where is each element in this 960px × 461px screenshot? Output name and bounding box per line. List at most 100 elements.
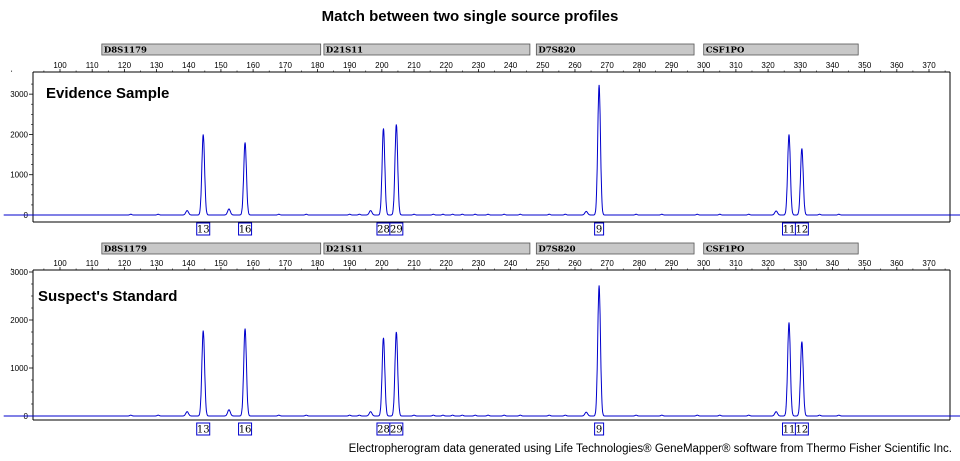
- locus-bar: [535, 242, 695, 255]
- allele-box: [389, 422, 404, 436]
- trace-line: [3, 84, 960, 216]
- x-tick-label: 360: [890, 259, 904, 268]
- locus-bar: [535, 43, 695, 56]
- x-tick-label: 290: [665, 259, 679, 268]
- allele-label: 9: [596, 225, 602, 236]
- allele-label: 29: [390, 225, 403, 236]
- allele-box: [238, 422, 253, 436]
- x-tick-label: 180: [311, 61, 325, 70]
- x-tick-label: 130: [150, 61, 164, 70]
- allele-label: 28: [377, 225, 390, 236]
- y-tick-label: 3000: [10, 268, 28, 277]
- allele-label: 16: [239, 225, 252, 236]
- x-tick-label: 160: [246, 61, 260, 70]
- x-tick-label: 230: [472, 61, 486, 70]
- y-tick-label: 3000: [10, 90, 28, 99]
- x-tick-label: 120: [118, 259, 132, 268]
- allele-box: [389, 222, 404, 236]
- locus-label: CSF1PO: [706, 245, 745, 255]
- chart-title: Match between two single source profiles: [321, 8, 619, 25]
- allele-label: 11: [783, 225, 796, 236]
- y-tick-label: 1000: [10, 171, 28, 180]
- x-tick-label: 150: [214, 61, 228, 70]
- locus-bar: [101, 43, 322, 56]
- x-tick-label: 370: [922, 259, 936, 268]
- x-tick-label: 170: [279, 61, 293, 70]
- x-tick-label: 300: [697, 61, 711, 70]
- x-tick-label: 280: [633, 61, 647, 70]
- x-tick-label: 210: [407, 61, 421, 70]
- allele-box: [594, 222, 605, 236]
- footer-credit: Electropherogram data generated using Li…: [348, 443, 952, 455]
- x-tick-label: 190: [343, 259, 357, 268]
- x-tick-label: 160: [246, 259, 260, 268]
- x-tick-label: 350: [858, 259, 872, 268]
- x-tick-label: 100: [53, 61, 67, 70]
- locus-bar: [323, 43, 531, 56]
- x-tick-label: 200: [375, 61, 389, 70]
- x-tick-label: 270: [600, 259, 614, 268]
- x-tick-label: 110: [86, 259, 99, 268]
- x-tick-label: 290: [665, 61, 679, 70]
- x-tick-label: 140: [182, 61, 196, 70]
- x-tick-label: 280: [633, 259, 647, 268]
- x-tick-label: 120: [118, 61, 132, 70]
- x-tick-label: 260: [568, 259, 582, 268]
- x-tick-label: 320: [761, 259, 775, 268]
- x-tick-label: 130: [150, 259, 164, 268]
- locus-label: D8S1179: [104, 245, 147, 255]
- allele-label: 12: [796, 225, 809, 236]
- locus-bar: [101, 242, 322, 255]
- allele-box: [794, 222, 809, 236]
- x-tick-label: 170: [279, 259, 293, 268]
- x-tick-label: 250: [536, 61, 550, 70]
- x-tick-label: 310: [729, 61, 743, 70]
- x-tick-label: 350: [858, 61, 872, 70]
- x-tick-label: 320: [761, 61, 775, 70]
- x-tick-label: 150: [214, 259, 228, 268]
- x-tick-label: 200: [375, 259, 389, 268]
- x-tick-label: 140: [182, 259, 196, 268]
- allele-label: 9: [596, 425, 602, 436]
- allele-box: [794, 422, 809, 436]
- locus-bar: [703, 242, 859, 255]
- y-tick-label: 2000: [10, 130, 28, 139]
- allele-label: 16: [239, 425, 252, 436]
- locus-bar: [703, 43, 859, 56]
- x-tick-label: 180: [311, 259, 325, 268]
- x-tick-label: 110: [86, 61, 99, 70]
- trace-line: [3, 285, 960, 417]
- allele-box: [238, 222, 253, 236]
- x-tick-label: 330: [794, 61, 808, 70]
- locus-label: D7S820: [538, 46, 575, 56]
- x-tick-label: 310: [729, 259, 743, 268]
- allele-label: 13: [197, 225, 210, 236]
- x-tick-label: 360: [890, 61, 904, 70]
- x-tick-label: 230: [472, 259, 486, 268]
- chart-panel-1: D8S1179 D21S11 D7S820 CSF1PO 100 110 120 130 140…: [3, 43, 960, 236]
- allele-label: 29: [390, 425, 403, 436]
- allele-box: [196, 422, 211, 436]
- x-tick-label: 210: [407, 259, 421, 268]
- panel-label: Suspect's Standard: [38, 288, 177, 305]
- allele-label: 13: [197, 425, 210, 436]
- y-tick-label: 1000: [10, 364, 28, 373]
- x-tick-label: 190: [343, 61, 357, 70]
- y-tick-label: 2000: [10, 316, 28, 325]
- locus-label: D8S1179: [104, 46, 147, 56]
- x-tick-label: 340: [826, 259, 840, 268]
- x-tick-label: 260: [568, 61, 582, 70]
- x-tick-label: 370: [922, 61, 936, 70]
- x-tick-label: 300: [697, 259, 711, 268]
- locus-label: D7S820: [538, 245, 575, 255]
- x-tick-label: 240: [504, 61, 518, 70]
- x-tick-label: 330: [794, 259, 808, 268]
- x-tick-label: 250: [536, 259, 550, 268]
- allele-box: [196, 222, 211, 236]
- locus-label: D21S11: [326, 46, 363, 56]
- x-tick-label: 220: [440, 259, 454, 268]
- locus-label: D21S11: [326, 245, 363, 255]
- x-tick-label: 100: [53, 259, 67, 268]
- panel-label: Evidence Sample: [46, 85, 169, 102]
